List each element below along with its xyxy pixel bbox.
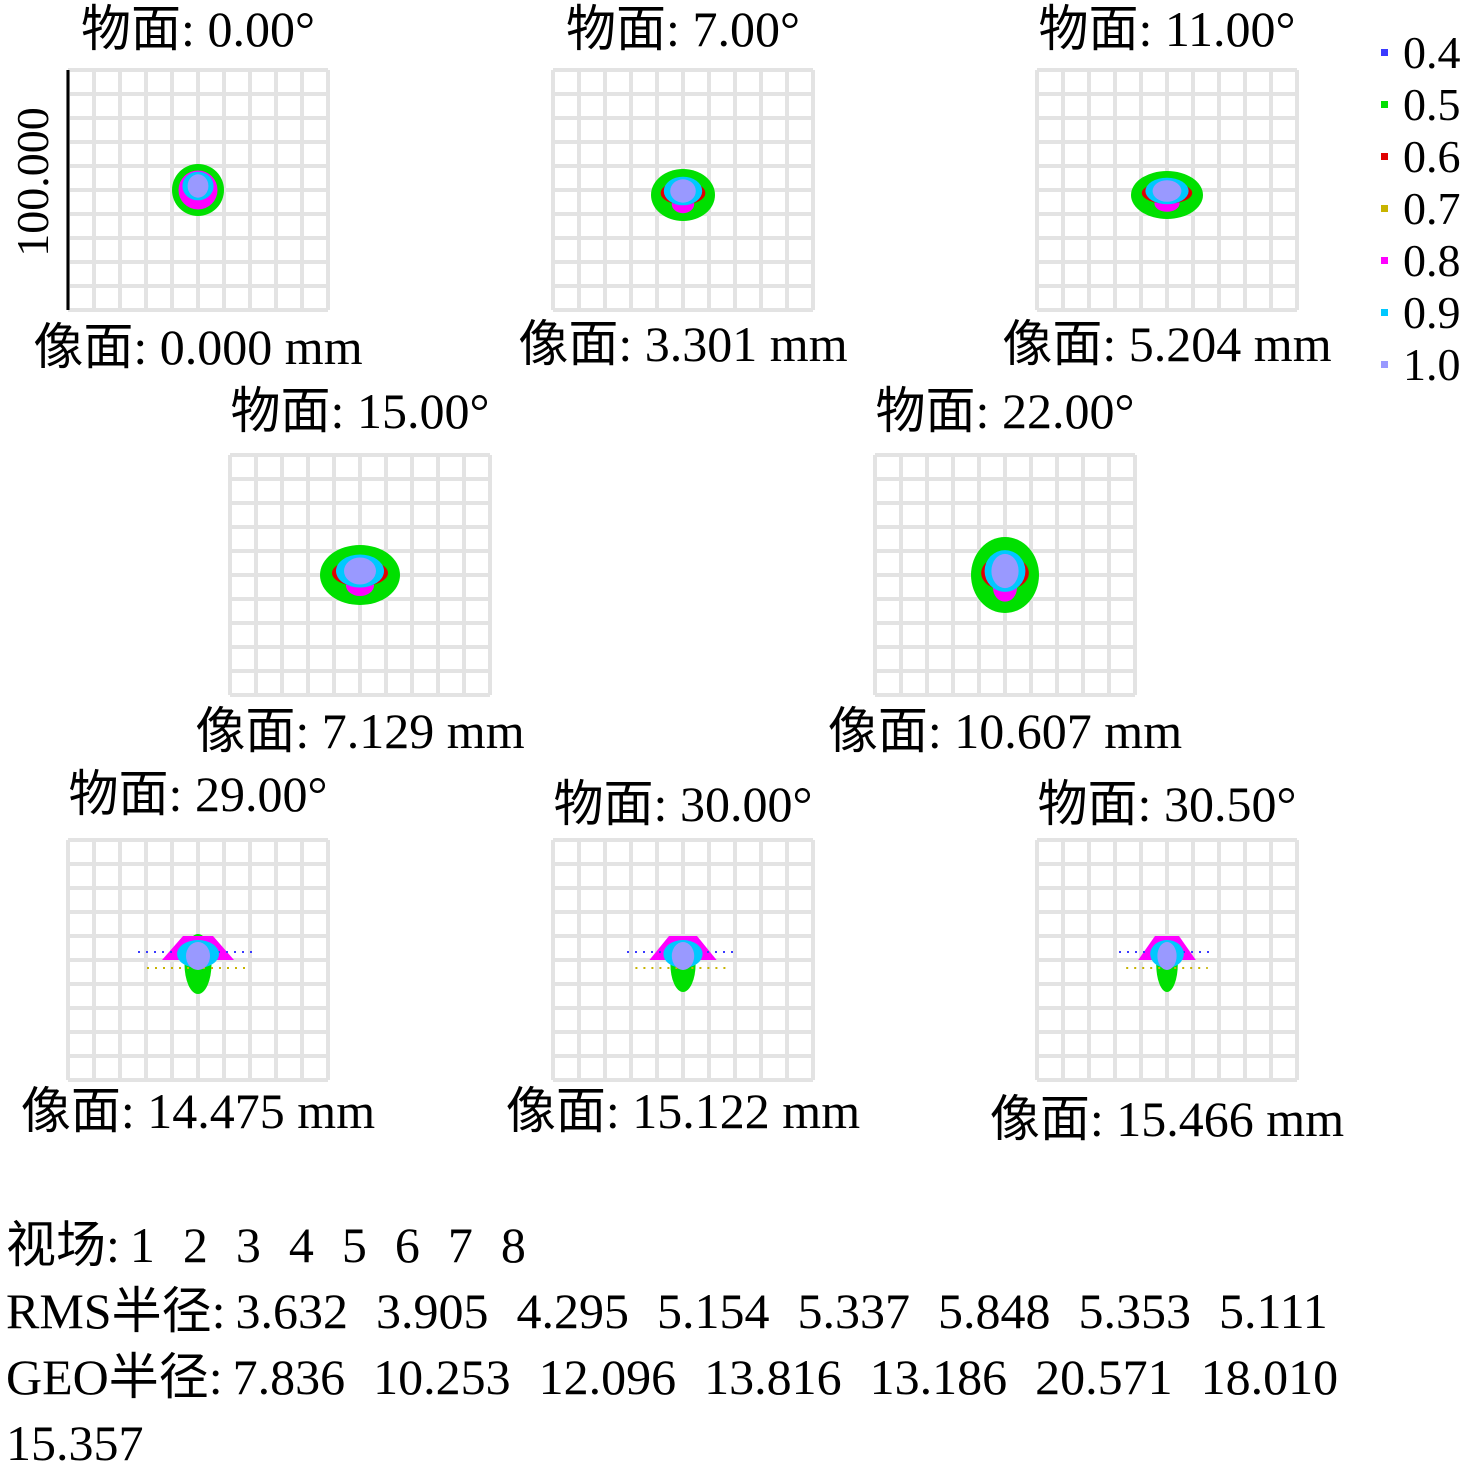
footer-value: 7.836: [232, 1349, 346, 1405]
footer-value: 3: [235, 1217, 261, 1273]
legend-label: 0.7: [1403, 183, 1461, 234]
spot-panel: 物面: 11.00° 像面: 5.204 mm: [1002, 1, 1331, 372]
panel-title: 物面: 30.00°: [554, 776, 813, 832]
spot: [670, 179, 696, 203]
footer-value: 3.632: [235, 1283, 349, 1339]
legend-label: 1.0: [1403, 339, 1461, 390]
panel-title: 物面: 15.00°: [231, 383, 490, 439]
footer-value: 5.848: [938, 1283, 1051, 1339]
legend-marker: [1381, 101, 1388, 108]
spot: [186, 942, 210, 970]
legend-label: 0.6: [1403, 131, 1461, 182]
footer-value: 5.111: [1219, 1283, 1328, 1339]
footer-value: 13.816: [704, 1349, 842, 1405]
legend-marker: [1381, 205, 1388, 212]
spot-panel: 物面: 7.00° 像面: 3.301 mm: [518, 1, 847, 372]
panel-subtitle: 像面: 3.301 mm: [518, 316, 847, 372]
spot: [1152, 180, 1182, 202]
panel-subtitle: 像面: 7.129 mm: [195, 703, 524, 759]
panel-title: 物面: 29.00°: [69, 766, 328, 822]
panel-title: 物面: 30.50°: [1038, 776, 1297, 832]
panel-subtitle: 像面: 10.607 mm: [828, 703, 1182, 759]
footer-value: 6: [394, 1217, 420, 1273]
scale-label: 100.000: [7, 107, 58, 257]
footer-value: 13.186: [869, 1349, 1008, 1405]
spot: [1157, 942, 1177, 970]
legend-marker: [1381, 361, 1388, 368]
footer-value: 12.096: [538, 1349, 677, 1405]
spot-panel: 物面: 30.00° 像面: 15.122 mm: [506, 776, 860, 1139]
footer-value: 15.357: [6, 1415, 144, 1471]
footer-value: 20.571: [1035, 1349, 1173, 1405]
footer-value: 5.154: [657, 1283, 770, 1339]
footer-value: 3.905: [376, 1283, 489, 1339]
spot: [344, 557, 376, 585]
panel-title: 物面: 0.00°: [81, 1, 315, 57]
footer-value: 2: [182, 1217, 208, 1273]
footer-label: RMS半径:: [6, 1283, 226, 1339]
spot-diagram: 物面: 0.00° 像面: 0.000 mm 物面: 7.00° 像面: 3.301 …: [7, 1, 1461, 1147]
footer-value: 5.353: [1078, 1283, 1192, 1339]
spot-panel: 物面: 29.00° 像面: 14.475 mm: [21, 766, 375, 1139]
panel-subtitle: 像面: 15.122 mm: [506, 1083, 860, 1139]
spot-panel: 物面: 15.00° 像面: 7.129 mm: [195, 383, 524, 759]
panel-title: 物面: 22.00°: [876, 383, 1135, 439]
spot: [187, 174, 209, 198]
legend-marker: [1381, 49, 1388, 56]
footer-value: 5.337: [797, 1283, 911, 1339]
panel-subtitle: 像面: 0.000 mm: [33, 319, 362, 375]
field-row: 视场: 1 2 3 4 5 6 7 8: [6, 1212, 1476, 1278]
footer-value: 8: [500, 1217, 526, 1273]
legend-marker: [1381, 153, 1388, 160]
footer-value: 4.295: [516, 1283, 630, 1339]
footer-value: 4: [288, 1217, 314, 1273]
rms-row: RMS半径: 3.632 3.905 4.295 5.154 5.337 5.848 5.35…: [6, 1278, 1476, 1344]
legend-label: 0.5: [1403, 79, 1461, 130]
footer-value: 1: [129, 1217, 155, 1273]
legend-label: 0.4: [1403, 27, 1461, 78]
panel-subtitle: 像面: 5.204 mm: [1002, 316, 1331, 372]
geo-row: GEO半径: 7.836 10.253 12.096 13.816 13.186 20.57…: [6, 1344, 1476, 1476]
legend-marker: [1381, 309, 1388, 316]
footer: 视场: 1 2 3 4 5 6 7 8 RMS半径: 3.632 3.905 4.295 5.154 5.…: [6, 1212, 1476, 1476]
legend-marker: [1381, 257, 1388, 264]
legend-label: 0.9: [1403, 287, 1461, 338]
footer-label: 视场:: [6, 1217, 120, 1273]
spot: [991, 553, 1019, 589]
panel-title: 物面: 11.00°: [1038, 1, 1295, 57]
panel-title: 物面: 7.00°: [566, 1, 800, 57]
spot-panel: 物面: 22.00° 像面: 10.607 mm: [828, 383, 1182, 759]
panel-subtitle: 像面: 14.475 mm: [21, 1083, 375, 1139]
spot-panel: 物面: 0.00° 像面: 0.000 mm: [33, 1, 362, 375]
spot: [671, 942, 695, 970]
footer-label: GEO半径:: [6, 1349, 223, 1405]
footer-value: 7: [447, 1217, 473, 1273]
footer-value: 10.253: [373, 1349, 511, 1405]
spot-panel: 物面: 30.50° 像面: 15.466 mm: [990, 776, 1344, 1147]
footer-value: 5: [341, 1217, 367, 1273]
panel-subtitle: 像面: 15.466 mm: [990, 1091, 1344, 1147]
footer-value: 18.010: [1200, 1349, 1339, 1405]
legend-label: 0.8: [1403, 235, 1461, 286]
